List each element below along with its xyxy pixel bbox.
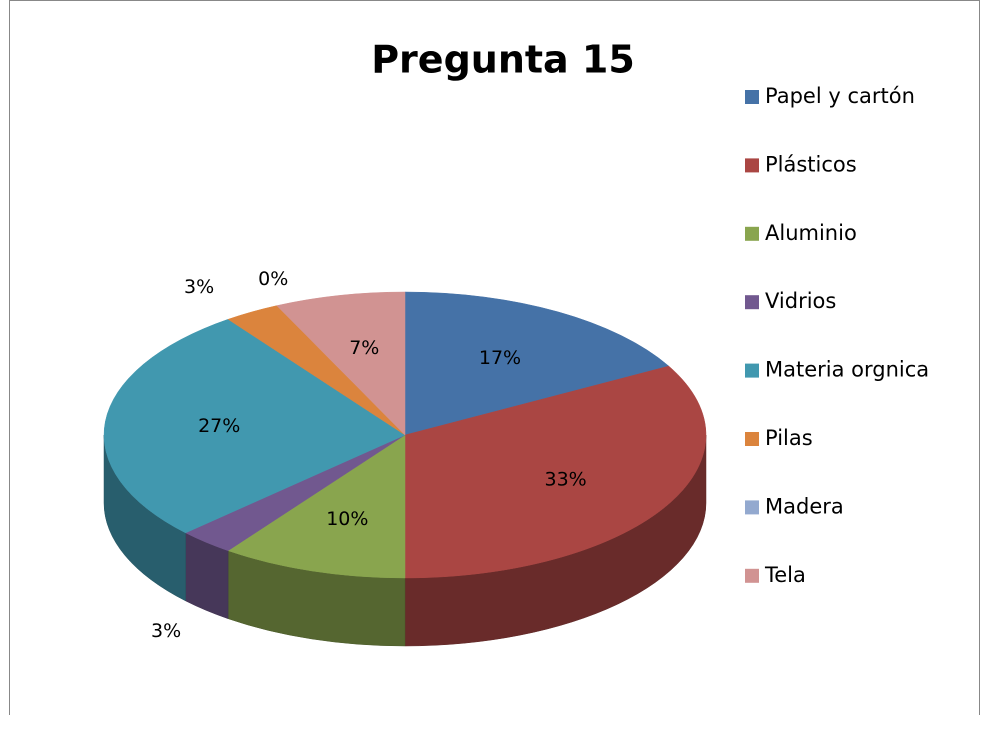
data-label: 7%	[349, 337, 379, 359]
pie-tops	[103, 291, 707, 579]
legend-swatch	[745, 363, 759, 378]
legend-swatch	[745, 158, 759, 173]
legend-swatch	[745, 500, 759, 515]
legend-swatch	[745, 568, 759, 583]
data-label: 27%	[198, 415, 240, 437]
legend-label: Madera	[765, 494, 844, 518]
legend-swatch	[745, 432, 759, 446]
chart-title: Pregunta 15	[371, 38, 635, 82]
pie-slice	[276, 291, 406, 436]
legend-label: Tela	[764, 563, 806, 587]
legend-label: Materia orgnica	[765, 358, 929, 382]
data-label: 3%	[184, 276, 214, 298]
legend-label: Aluminio	[765, 221, 857, 245]
pie-slice	[404, 365, 707, 579]
data-label: 0%	[258, 268, 288, 290]
pie-slice	[227, 434, 406, 579]
pie-slice	[404, 291, 670, 436]
pie-sides	[103, 434, 707, 647]
data-label: 3%	[151, 620, 181, 642]
legend-label: Pilas	[765, 426, 813, 450]
legend-swatch	[745, 90, 759, 104]
data-label: 17%	[479, 347, 521, 369]
legend-swatch	[745, 226, 759, 241]
data-label: 33%	[545, 469, 587, 491]
legend-swatch	[745, 295, 759, 310]
data-label: 10%	[326, 508, 368, 530]
legend-label: Vidrios	[765, 289, 836, 313]
legend-label: Plásticos	[765, 152, 857, 176]
pie-slice	[103, 319, 406, 534]
legend-label: Papel y cartón	[765, 84, 915, 108]
